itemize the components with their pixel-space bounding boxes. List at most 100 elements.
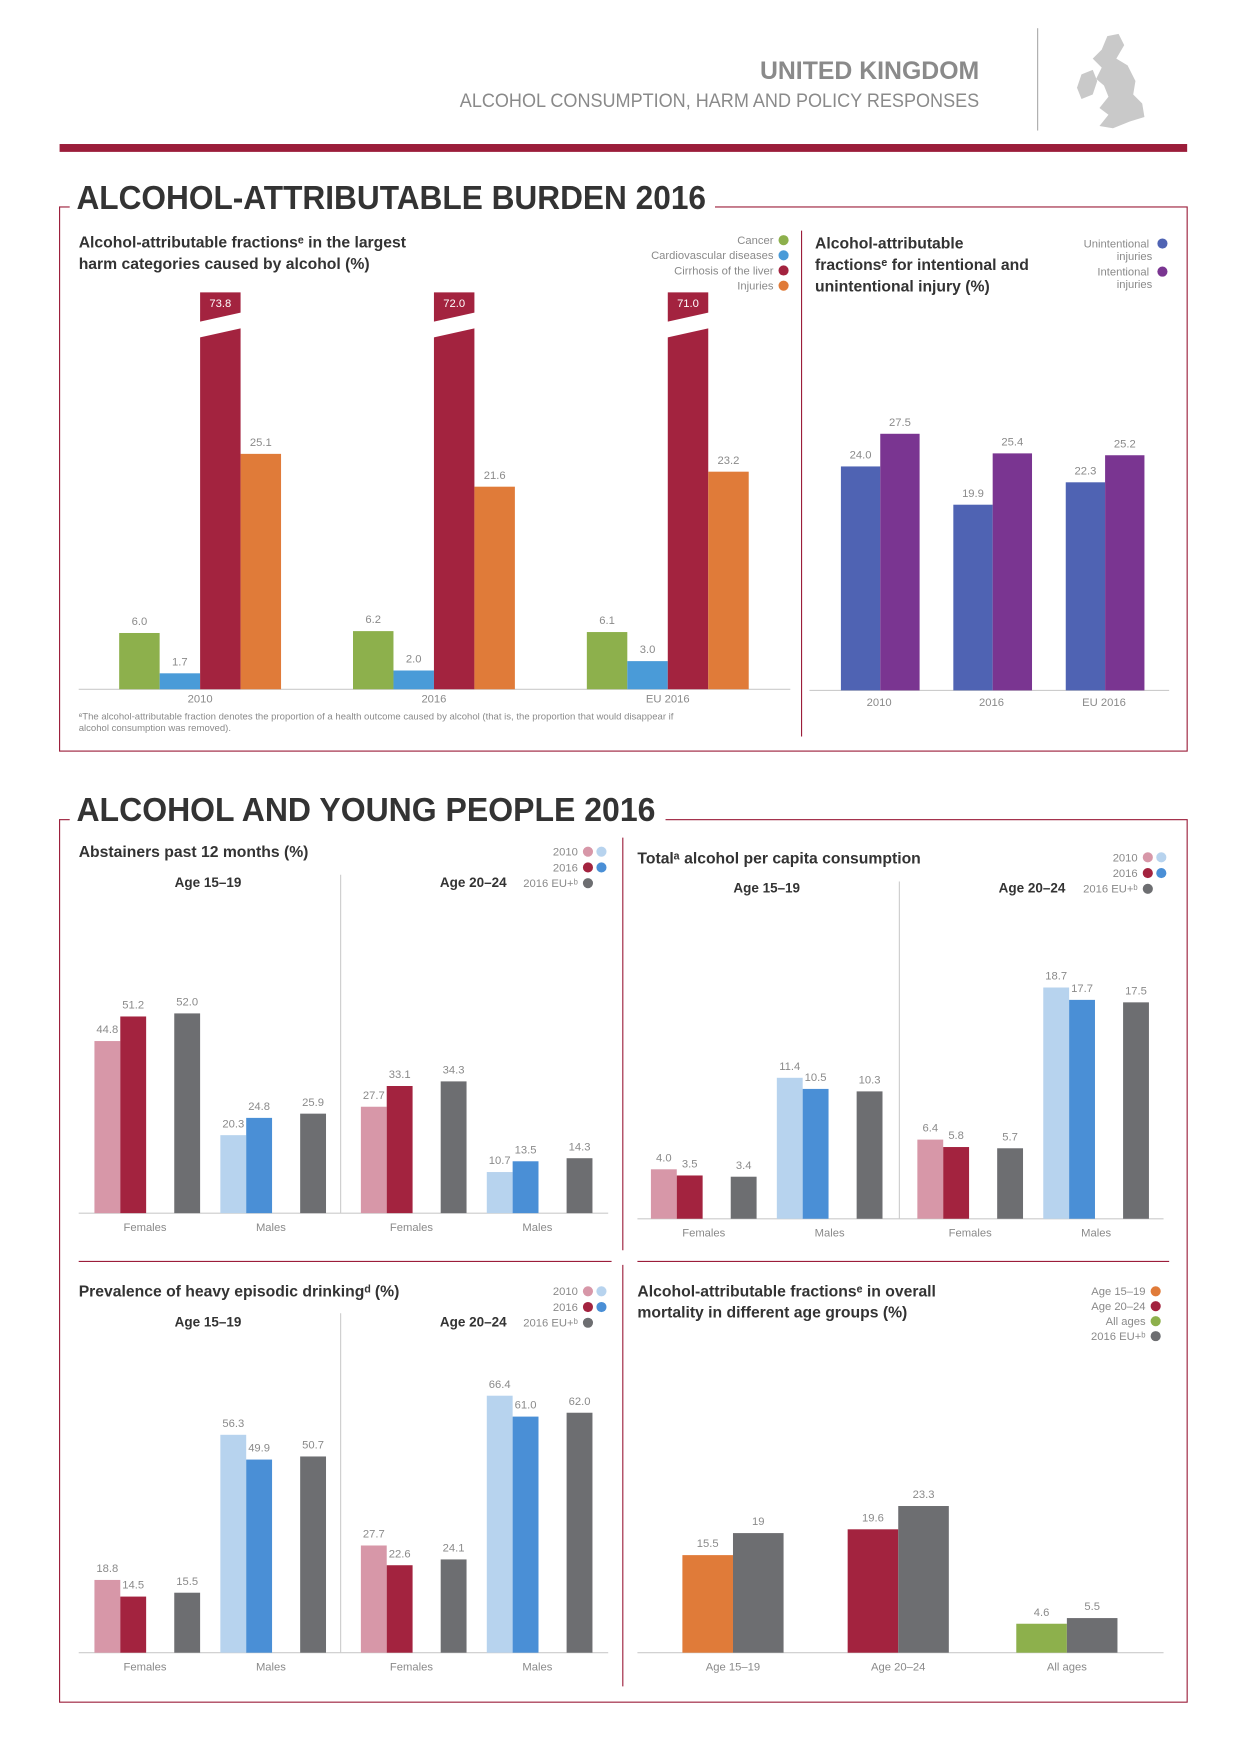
value-label: 3.4 — [736, 1160, 752, 1172]
bar — [1123, 1002, 1149, 1219]
legend-swatch — [596, 1286, 607, 1297]
bar — [586, 632, 628, 690]
bar — [1066, 1618, 1118, 1653]
bar — [627, 661, 668, 690]
value-label: 4.6 — [1034, 1607, 1050, 1619]
legend-swatch — [1150, 1301, 1161, 1312]
bar — [732, 1533, 784, 1653]
legend-swatch — [778, 235, 789, 246]
legend-swatch — [582, 878, 594, 889]
bar — [847, 1529, 899, 1653]
legend-label: 2010 — [553, 847, 578, 859]
header-bar — [59, 144, 1188, 152]
bar — [386, 1085, 413, 1214]
value-label: 22.6 — [389, 1548, 411, 1560]
legend-label: 2016 — [1113, 868, 1138, 880]
bar — [650, 1169, 677, 1219]
bar — [566, 1412, 593, 1653]
section-title: ALCOHOL-ATTRIBUTABLE BURDEN 2016 — [76, 179, 706, 217]
value-label: 24.1 — [443, 1543, 465, 1555]
value-label: 73.8 — [209, 298, 231, 310]
chart-title: Alcohol-attributable fractionsᵉ in overa… — [637, 1283, 940, 1321]
value-label: 19.6 — [862, 1512, 884, 1524]
value-label: 21.6 — [484, 470, 506, 482]
legend-label: 2010 — [553, 1286, 578, 1298]
legend-swatch — [582, 1286, 594, 1297]
legend-swatch — [596, 1301, 607, 1313]
legend-swatch — [1157, 266, 1168, 277]
bar — [898, 1506, 949, 1653]
bar — [440, 1081, 467, 1214]
bar — [94, 1579, 121, 1653]
value-label: 6.4 — [922, 1123, 938, 1135]
value-label: 72.0 — [443, 298, 465, 310]
bar — [917, 1139, 944, 1219]
x-tick-label: 2016 — [421, 694, 446, 706]
legend-label: Cardiovascular diseases — [651, 250, 774, 262]
bar — [360, 1106, 387, 1214]
value-label: 6.2 — [365, 614, 381, 626]
x-tick-label: Males — [522, 1662, 552, 1674]
bar — [992, 453, 1033, 691]
value-label: 13.5 — [515, 1144, 537, 1156]
x-tick-label: Females — [682, 1228, 725, 1240]
bar — [393, 670, 434, 690]
bar — [246, 1117, 273, 1214]
group-label: Age 15–19 — [175, 1315, 242, 1330]
legend-label: Intentional injuries — [1097, 267, 1152, 291]
value-label: 24.8 — [248, 1101, 270, 1113]
legend-label: Injuries — [737, 281, 774, 293]
x-tick-label: Females — [123, 1222, 166, 1234]
value-label: 25.9 — [302, 1097, 324, 1109]
legend-label: 2016 — [553, 862, 578, 874]
bar — [708, 471, 749, 690]
bar — [486, 1395, 513, 1653]
legend-swatch — [778, 250, 789, 261]
axis-break-box — [433, 292, 475, 322]
bar — [120, 1596, 147, 1653]
group-label: Age 20–24 — [440, 875, 507, 890]
value-label: 23.3 — [913, 1489, 935, 1501]
bar — [300, 1113, 327, 1214]
bar — [512, 1161, 539, 1214]
value-label: 25.2 — [1114, 438, 1136, 450]
value-label: 34.3 — [443, 1065, 465, 1077]
value-label: 15.5 — [697, 1538, 719, 1550]
x-tick-label: Males — [522, 1222, 552, 1234]
value-label: 2.0 — [406, 654, 422, 666]
bar — [386, 1565, 413, 1653]
chart-title: Totalᵃ alcohol per capita consumption — [637, 851, 920, 868]
value-label: 3.0 — [640, 644, 656, 656]
value-label: 14.5 — [122, 1580, 144, 1592]
uk-map-icon — [1076, 33, 1145, 129]
legend-label: 2010 — [1113, 852, 1138, 864]
value-label: 3.5 — [682, 1159, 698, 1171]
x-tick-label: 2010 — [867, 697, 892, 709]
legend-label: 2016 — [553, 1302, 578, 1314]
bar — [159, 673, 201, 690]
value-label: 50.7 — [302, 1440, 324, 1452]
chart-title: Alcohol-attributable fractionsᵉ for inte… — [815, 236, 1033, 296]
x-tick-label: 2010 — [188, 694, 213, 706]
legend-label: 2016 EU+ᵇ — [1083, 884, 1138, 896]
legend-swatch — [596, 862, 607, 873]
bar — [440, 1559, 467, 1653]
value-label: 18.7 — [1045, 971, 1067, 983]
x-tick-label: Males — [256, 1222, 286, 1234]
x-tick-label: 2016 — [979, 697, 1004, 709]
legend-label: All ages — [1106, 1316, 1146, 1328]
x-tick-label: EU 2016 — [646, 694, 690, 706]
x-tick-label: Females — [123, 1662, 166, 1674]
bar — [174, 1013, 201, 1214]
x-tick-label: EU 2016 — [1082, 697, 1126, 709]
bar — [94, 1041, 121, 1214]
value-label: 27.5 — [889, 417, 911, 429]
value-label: 49.9 — [248, 1443, 270, 1455]
group-label: Age 15–19 — [175, 875, 242, 890]
value-label: 66.4 — [489, 1379, 511, 1391]
section-title: ALCOHOL AND YOUNG PEOPLE 2016 — [76, 791, 655, 829]
bar — [174, 1592, 201, 1653]
bar — [120, 1016, 147, 1214]
bar — [682, 1555, 733, 1653]
legend-swatch — [1150, 1331, 1161, 1342]
